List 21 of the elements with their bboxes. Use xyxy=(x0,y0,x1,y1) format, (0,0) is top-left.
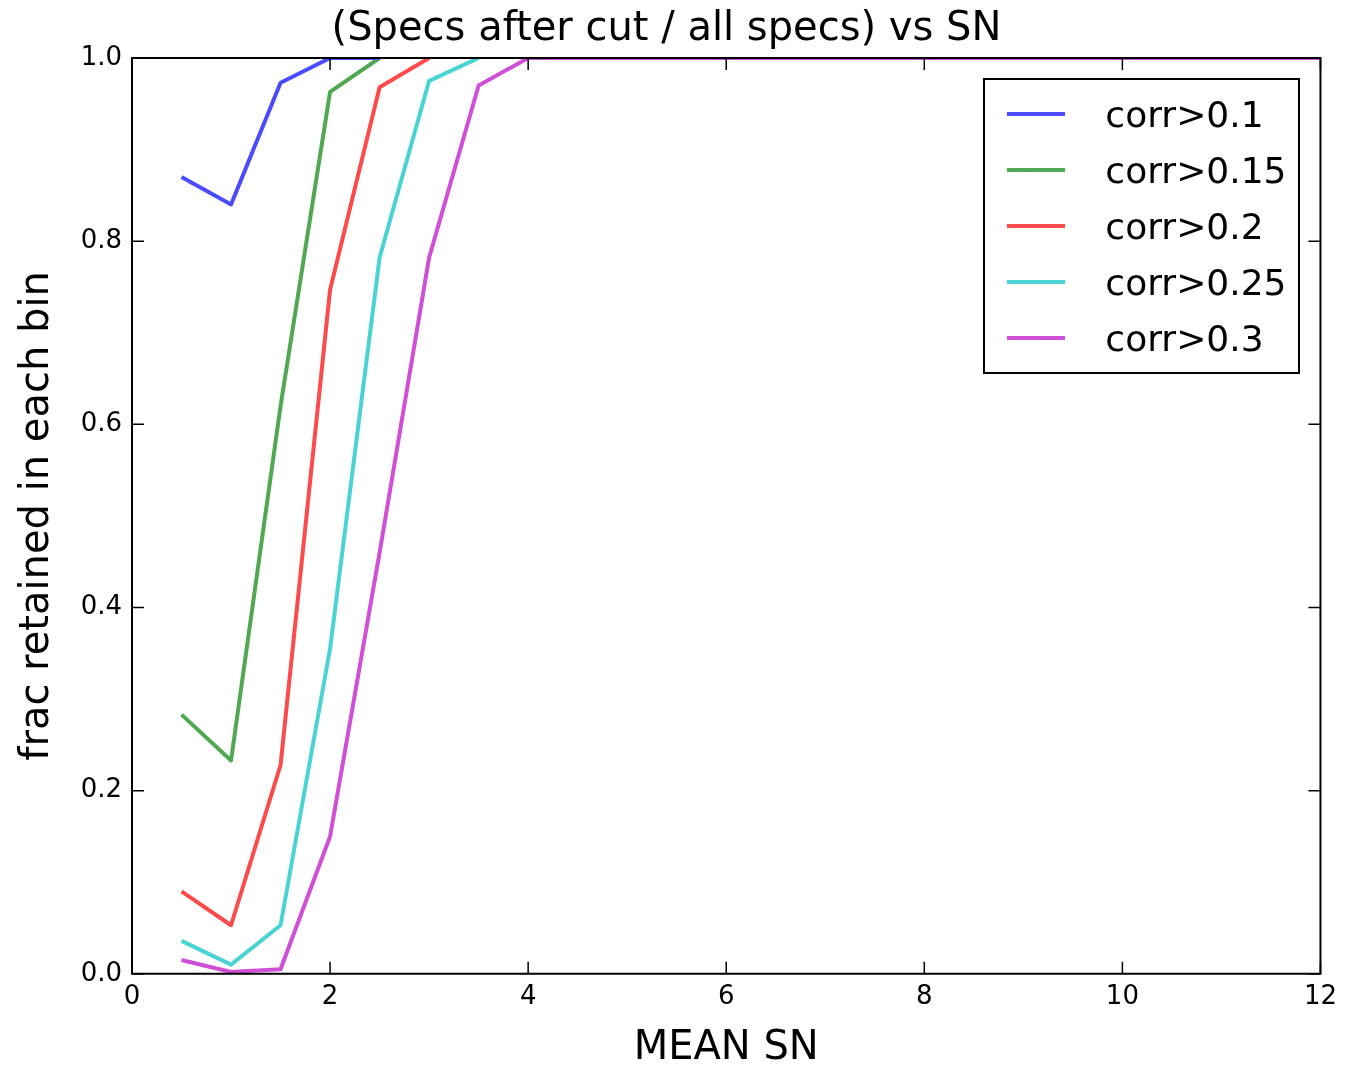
x-tick-label: 6 xyxy=(717,980,735,1011)
legend-label: corr>0.15 xyxy=(1105,149,1287,191)
legend-label: corr>0.1 xyxy=(1105,93,1264,135)
y-tick-label: 1.0 xyxy=(80,40,122,71)
y-tick-label: 0.2 xyxy=(80,773,122,804)
legend-label: corr>0.2 xyxy=(1105,205,1264,247)
legend-label: corr>0.25 xyxy=(1105,261,1287,303)
y-tick-label: 0.6 xyxy=(80,407,122,438)
x-tick-label: 4 xyxy=(519,980,537,1011)
x-axis-title: MEAN SN xyxy=(633,1022,819,1069)
x-tick-label: 0 xyxy=(123,980,141,1011)
x-tick-label: 10 xyxy=(1105,980,1139,1011)
chart-title: (Specs after cut / all specs) vs SN xyxy=(331,3,1002,50)
y-tick-label: 0.0 xyxy=(80,956,122,987)
y-axis-title: frac retained in each bin xyxy=(11,271,58,761)
x-tick-label: 2 xyxy=(321,980,339,1011)
x-tick-label: 8 xyxy=(916,980,933,1011)
y-tick-label: 0.4 xyxy=(80,590,122,621)
x-tick-label: 12 xyxy=(1303,980,1337,1011)
legend-label: corr>0.3 xyxy=(1105,317,1264,359)
y-tick-label: 0.8 xyxy=(80,223,122,254)
